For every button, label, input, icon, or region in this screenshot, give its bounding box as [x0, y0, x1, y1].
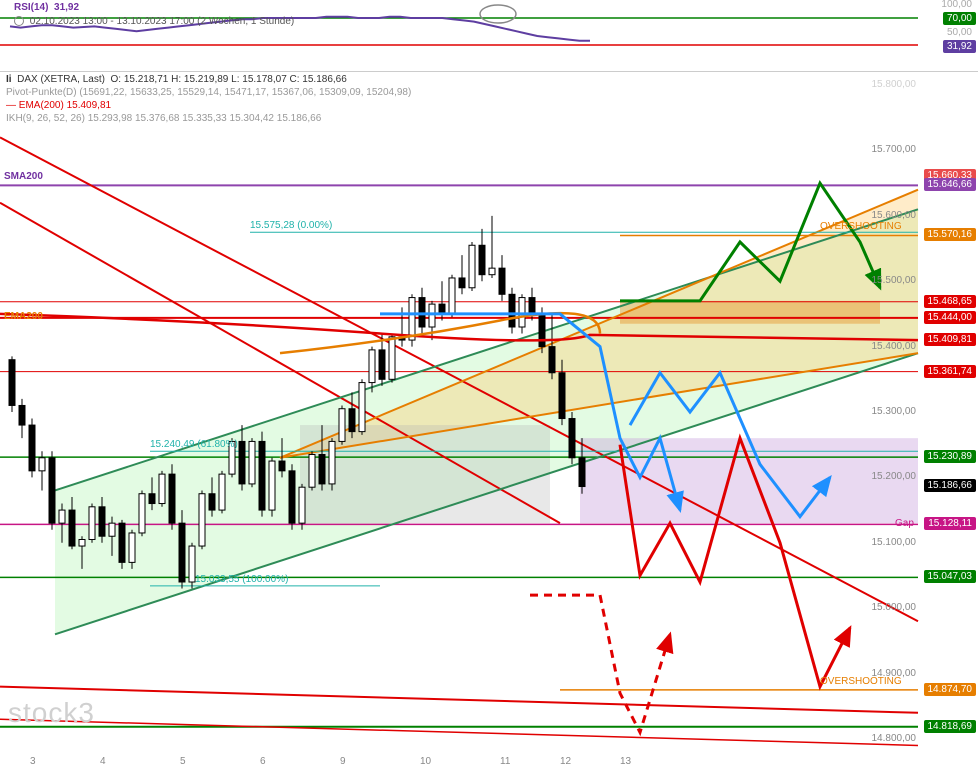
rsi-panel: RSI(14) 31,92 02.10.2023 13:00 - 13.10.2…: [0, 0, 978, 72]
rsi-svg: [0, 0, 978, 72]
y-tick: 15.200,00: [872, 471, 917, 482]
price-label: 15.409,81: [924, 333, 977, 346]
x-tick: 13: [620, 756, 631, 767]
ikh-header: IKH(9, 26, 52, 26) 15.293,98 15.376,68 1…: [6, 113, 321, 124]
main-svg: [0, 72, 978, 769]
price-label: 15.444,00: [924, 311, 977, 324]
rsi-tick-100: 100,00: [937, 0, 976, 11]
rsi-level-70: 70,00: [943, 12, 976, 25]
y-tick: 15.700,00: [872, 144, 917, 155]
x-tick: 3: [30, 756, 36, 767]
ema200-label: EMA200: [4, 311, 43, 322]
price-label: 15.128,11: [924, 517, 976, 530]
x-tick: 6: [260, 756, 266, 767]
rsi-current: 31,92: [943, 40, 976, 53]
pivot-header: Pivot-Punkte(D) (15691,22, 15633,25, 155…: [6, 87, 411, 98]
x-tick: 12: [560, 756, 571, 767]
x-tick: 9: [340, 756, 346, 767]
y-tick: 14.800,00: [872, 733, 917, 744]
price-label: 15.186,66: [924, 479, 977, 492]
fib0-label: 15.575,28 (0.00%): [250, 220, 332, 231]
rsi-tick-50: 50,00: [943, 26, 976, 39]
price-label: 14.874,70: [924, 683, 977, 696]
x-tick: 10: [420, 756, 431, 767]
y-tick: 15.000,00: [872, 602, 917, 613]
y-tick: 15.500,00: [872, 275, 917, 286]
x-tick: 4: [100, 756, 106, 767]
chart-container: RSI(14) 31,92 02.10.2023 13:00 - 13.10.2…: [0, 0, 978, 769]
fib100-label: 15.033,55 (100.00%): [195, 574, 288, 585]
y-tick: 15.800,00: [872, 79, 917, 90]
price-label: 15.361,74: [924, 365, 977, 378]
watermark: stock3: [8, 697, 95, 729]
overshooting-top-label: OVERSHOOTING: [820, 221, 902, 232]
price-label: 14.818,69: [924, 720, 977, 733]
fib61-label: 15.240,49 (61.80%): [150, 439, 238, 450]
x-tick: 11: [500, 756, 510, 767]
rsi-timerange: 02.10.2023 13:00 - 13.10.2023 17:00 (2 W…: [14, 16, 294, 27]
price-label: 15.230,89: [924, 450, 977, 463]
price-label: 15.047,03: [924, 570, 977, 583]
rsi-label: RSI(14) 31,92: [14, 2, 79, 13]
main-panel: Ii DAX (XETRA, Last) O: 15.218,71 H: 15.…: [0, 72, 978, 769]
price-label: 15.646,66: [924, 178, 977, 191]
ema-header: — EMA(200) 15.409,81: [6, 100, 111, 111]
sma200-label: SMA200: [4, 171, 43, 182]
symbol-header: Ii DAX (XETRA, Last) O: 15.218,71 H: 15.…: [6, 74, 347, 85]
y-tick: 14.900,00: [872, 668, 917, 679]
y-tick: 15.300,00: [872, 406, 917, 417]
y-tick: 15.100,00: [872, 537, 917, 548]
price-label: 15.570,16: [924, 228, 977, 241]
price-label: 15.468,65: [924, 295, 977, 308]
y-tick: 15.600,00: [872, 210, 917, 221]
gap-label: Gap: [895, 518, 914, 529]
x-tick: 5: [180, 756, 186, 767]
y-tick: 15.400,00: [872, 341, 917, 352]
